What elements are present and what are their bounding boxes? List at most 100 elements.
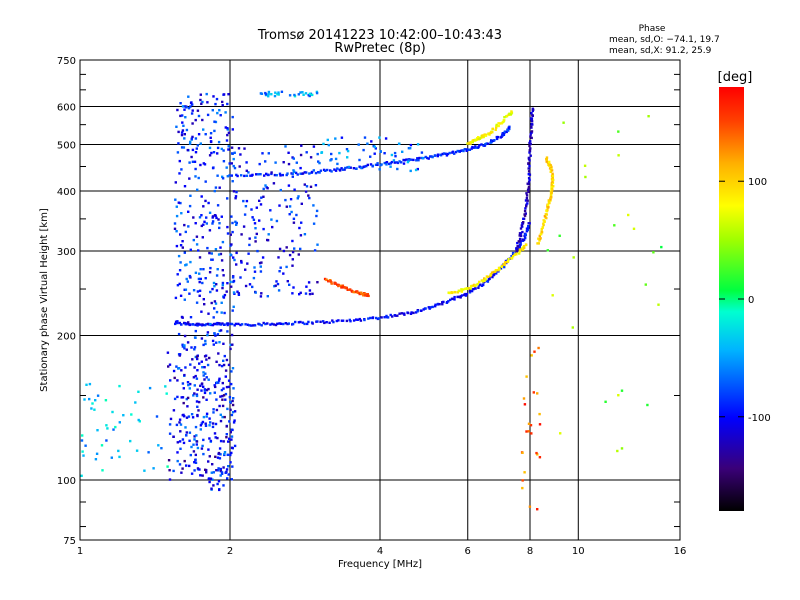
data-point bbox=[209, 132, 213, 135]
colorbar-ticks: 100 0 -100 bbox=[719, 177, 771, 424]
data-point bbox=[219, 114, 222, 117]
data-point bbox=[540, 227, 543, 231]
data-point bbox=[319, 169, 323, 172]
data-point bbox=[188, 292, 191, 295]
stats-line-x: mean, sd,X: 91.2, 25.9 bbox=[609, 46, 712, 56]
data-point bbox=[504, 261, 507, 264]
data-point bbox=[525, 194, 529, 197]
data-point bbox=[359, 319, 363, 322]
data-point bbox=[191, 135, 194, 139]
data-point bbox=[192, 289, 196, 292]
data-point bbox=[302, 93, 305, 96]
data-point bbox=[208, 437, 211, 440]
data-point bbox=[270, 93, 273, 96]
data-point bbox=[168, 363, 172, 366]
data-point bbox=[183, 105, 186, 108]
data-point bbox=[277, 93, 280, 96]
data-point bbox=[83, 398, 86, 401]
data-point bbox=[364, 294, 367, 297]
data-point bbox=[350, 290, 354, 293]
data-point bbox=[464, 287, 467, 291]
data-point bbox=[203, 378, 206, 381]
data-point bbox=[523, 209, 527, 213]
data-point bbox=[221, 284, 224, 287]
data-point bbox=[409, 143, 413, 147]
data-point bbox=[330, 282, 333, 285]
data-point bbox=[193, 461, 196, 464]
data-point bbox=[219, 453, 222, 456]
data-point bbox=[205, 388, 209, 392]
data-point bbox=[278, 247, 282, 251]
data-point bbox=[451, 150, 455, 153]
data-point bbox=[271, 225, 274, 229]
data-point bbox=[205, 358, 208, 361]
data-point bbox=[167, 459, 171, 462]
data-point bbox=[448, 151, 451, 155]
data-point bbox=[198, 280, 201, 284]
data-point bbox=[200, 214, 203, 217]
data-point bbox=[407, 147, 411, 150]
data-point bbox=[468, 287, 471, 290]
data-point bbox=[216, 152, 219, 155]
data-point bbox=[201, 444, 204, 448]
data-point bbox=[229, 343, 232, 347]
data-point bbox=[197, 249, 200, 252]
data-point bbox=[183, 108, 186, 111]
data-point bbox=[193, 346, 197, 349]
data-point bbox=[173, 227, 177, 230]
data-point bbox=[472, 287, 475, 291]
data-point bbox=[318, 171, 321, 174]
data-point bbox=[657, 303, 660, 306]
data-point bbox=[245, 169, 248, 172]
data-point bbox=[213, 432, 217, 435]
data-point bbox=[491, 127, 494, 130]
data-point bbox=[505, 130, 508, 134]
data-point bbox=[521, 486, 524, 490]
data-point bbox=[185, 128, 189, 132]
data-point bbox=[169, 379, 172, 382]
data-point bbox=[278, 204, 281, 207]
data-point bbox=[191, 109, 194, 112]
data-point bbox=[273, 94, 277, 98]
data-point bbox=[332, 320, 335, 324]
data-point bbox=[284, 198, 287, 202]
data-point bbox=[297, 321, 301, 324]
data-point bbox=[526, 199, 529, 202]
data-point bbox=[254, 240, 257, 243]
data-point bbox=[211, 109, 214, 112]
data-point bbox=[550, 169, 554, 172]
data-point bbox=[327, 280, 330, 283]
data-point bbox=[216, 146, 220, 150]
data-point bbox=[484, 278, 487, 281]
data-point bbox=[352, 167, 356, 170]
data-point bbox=[177, 142, 180, 145]
data-point bbox=[196, 144, 199, 147]
data-point bbox=[486, 280, 490, 283]
data-point bbox=[177, 332, 181, 336]
data-point bbox=[221, 175, 224, 178]
data-point bbox=[294, 171, 298, 175]
data-point bbox=[182, 401, 185, 405]
data-point bbox=[250, 324, 253, 327]
plot-frame bbox=[79, 59, 681, 541]
colorbar-label: [deg] bbox=[718, 70, 753, 85]
data-point bbox=[101, 469, 104, 472]
data-point bbox=[420, 151, 424, 154]
data-point bbox=[235, 251, 238, 255]
data-point bbox=[481, 136, 484, 139]
data-point bbox=[288, 283, 291, 286]
data-point bbox=[286, 322, 289, 326]
data-point bbox=[527, 430, 530, 433]
data-point bbox=[223, 415, 226, 419]
stats-line-o: mean, sd,O: −74.1, 19.7 bbox=[609, 35, 720, 45]
data-point bbox=[189, 194, 192, 197]
data-point bbox=[224, 398, 227, 401]
data-point bbox=[189, 260, 192, 264]
data-point bbox=[147, 451, 150, 454]
data-point bbox=[336, 283, 339, 286]
data-point bbox=[525, 203, 528, 206]
data-point bbox=[183, 223, 186, 227]
data-point bbox=[514, 253, 518, 256]
data-point bbox=[178, 172, 181, 175]
data-point bbox=[236, 174, 239, 178]
